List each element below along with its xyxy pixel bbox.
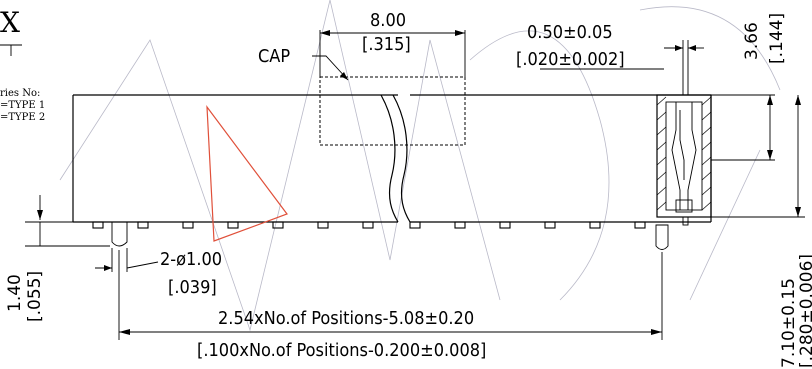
contact-tab — [272, 221, 284, 229]
hole-in: [.039] — [168, 277, 217, 298]
contact-tab — [137, 221, 149, 229]
contact-tab — [454, 221, 466, 229]
contact-tab — [227, 221, 239, 229]
post-mm: 1.40 — [5, 274, 25, 312]
cap-outline — [319, 76, 466, 146]
contact-tab — [92, 221, 104, 229]
contact-tab — [544, 221, 556, 229]
height-in: [.280±0.006] — [797, 254, 812, 368]
height-mm: 7.10±0.15 — [779, 278, 799, 368]
contact-tab — [317, 221, 329, 229]
left-post — [111, 221, 128, 247]
contact-tab — [362, 221, 374, 229]
contact-tab — [409, 221, 421, 229]
series-note-line3: =TYPE 2 — [0, 112, 45, 123]
contact-tab — [634, 221, 646, 229]
hole-mm: 2-ø1.00 — [160, 249, 222, 270]
connector-body — [72, 94, 712, 223]
series-note-line2: =TYPE 1 — [0, 100, 45, 111]
cross-section — [655, 94, 712, 250]
pin-width-in: [.020±0.002] — [516, 49, 625, 70]
cap-label: CAP — [258, 46, 290, 67]
cap-width-mm: 8.00 — [370, 10, 406, 31]
length-in: [.100xNo.of Positions-0.200±0.008] — [197, 340, 486, 361]
pitch-right-mm: 3.66 — [742, 22, 762, 60]
highlight-triangle — [206, 105, 288, 242]
contact-tab — [182, 221, 194, 229]
pitch-right-in: [.144] — [767, 13, 787, 64]
pin-width-mm: 0.50±0.05 — [527, 22, 613, 43]
contact-tab — [589, 221, 601, 229]
title-fragment: X — [0, 6, 20, 39]
cap-width-in: [.315] — [362, 34, 411, 55]
contact-tabs — [92, 221, 646, 229]
post-in: [.055] — [25, 271, 45, 322]
watermark — [59, 0, 781, 332]
contact-tab — [499, 221, 511, 229]
series-note-line1: ries No: — [0, 88, 40, 99]
length-mm: 2.54xNo.of Positions-5.08±0.20 — [218, 308, 474, 329]
